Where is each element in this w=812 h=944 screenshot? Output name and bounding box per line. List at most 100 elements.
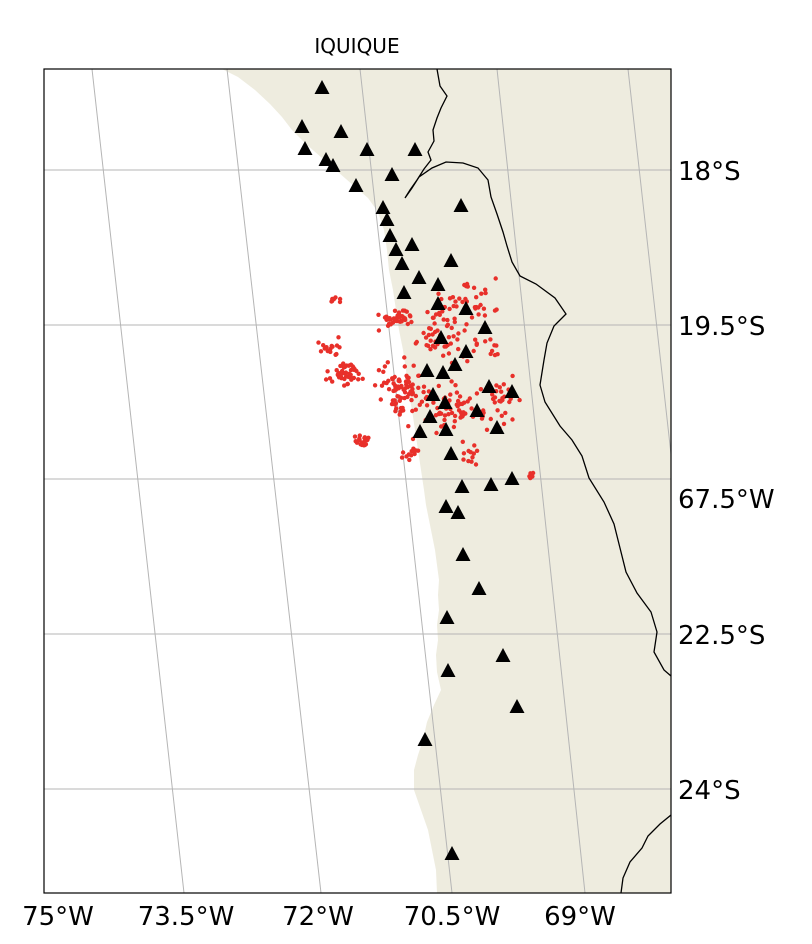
seismic-event-dot	[405, 394, 410, 400]
station-triangle-marker	[394, 256, 410, 270]
seismic-event-dot	[402, 355, 407, 360]
seismic-event-dot	[413, 341, 418, 346]
station-triangle-marker	[425, 387, 441, 401]
seismic-event-dot	[378, 397, 383, 402]
seismic-event-dot	[424, 403, 430, 408]
seismic-event-dot	[444, 323, 450, 329]
seismic-event-dot	[446, 351, 452, 356]
seismic-event-dot	[428, 338, 433, 343]
graticule-lon-67-5w	[627, 69, 671, 459]
station-triangle-marker	[294, 119, 310, 133]
seismic-event-dot	[405, 321, 410, 327]
seismic-event-dot	[465, 399, 470, 404]
seismic-event-dot	[384, 380, 389, 386]
seismic-event-dot	[464, 284, 469, 289]
seismic-event-dot	[495, 408, 500, 413]
seismic-event-dot	[501, 421, 507, 427]
seismic-event-dot	[346, 363, 351, 368]
station-triangle-marker	[435, 365, 451, 379]
lat-label-22-5s: 22.5°S	[678, 621, 765, 651]
seismic-event-dot	[358, 442, 363, 447]
seismic-event-dot	[352, 434, 358, 439]
lat-label-67-5w: 67.5°W	[678, 485, 775, 515]
seismic-event-dot	[362, 442, 368, 448]
station-triangle-marker	[453, 198, 469, 212]
seismic-event-dot	[417, 402, 422, 407]
seismic-event-dot	[399, 455, 405, 460]
seismic-event-dot	[409, 449, 414, 454]
station-triangle-marker	[454, 479, 470, 493]
seismic-event-dot	[481, 408, 486, 413]
seismic-event-dot	[456, 331, 461, 336]
seismic-event-dot	[501, 382, 506, 387]
station-triangle-marker	[430, 277, 446, 291]
seismic-event-dot	[530, 470, 536, 476]
seismic-event-dot	[397, 398, 402, 403]
seismic-event-dot	[462, 328, 467, 333]
seismic-event-dot	[445, 317, 450, 323]
seismic-event-dot	[452, 413, 458, 419]
seismic-event-dot	[412, 448, 418, 453]
seismic-event-dot	[457, 296, 462, 301]
seismic-event-dot	[382, 315, 388, 320]
seismic-event-dot	[333, 295, 338, 300]
seismic-event-dot	[413, 393, 419, 399]
seismic-event-dot	[449, 410, 455, 416]
station-triangle-marker	[495, 648, 511, 662]
seismic-event-dot	[432, 345, 438, 350]
seismic-event-dot	[473, 337, 478, 342]
seismic-event-dot	[473, 462, 479, 467]
seismic-event-dot	[397, 412, 402, 417]
seismic-event-dot	[327, 376, 333, 381]
seismic-event-dot	[365, 437, 370, 443]
seismic-event-dot	[393, 409, 398, 414]
seismic-event-dot	[318, 349, 324, 354]
seismic-event-dot	[530, 474, 535, 479]
seismic-event-dot	[401, 315, 406, 320]
map-title: IQUIQUE	[314, 34, 399, 58]
land-mass	[222, 69, 671, 893]
seismic-event-dot	[395, 394, 400, 399]
seismic-event-dot	[421, 384, 427, 389]
seismic-event-dot	[399, 319, 404, 324]
seismic-event-dot	[451, 334, 456, 339]
seismic-event-dot	[466, 458, 471, 464]
seismic-event-dot	[446, 412, 451, 417]
seismic-event-dot	[466, 448, 471, 454]
seismic-event-dot	[402, 390, 408, 395]
seismic-event-dot	[492, 343, 497, 348]
seismic-event-dot	[338, 363, 343, 369]
seismic-event-dot	[404, 382, 409, 387]
map-area[interactable]	[44, 69, 720, 893]
station-triangle-marker	[444, 846, 460, 860]
seismic-event-dot	[497, 385, 502, 390]
seismic-event-dot	[490, 392, 495, 397]
seismic-event-dot	[479, 291, 484, 296]
seismic-event-dot	[476, 312, 481, 317]
seismic-event-dot	[427, 326, 432, 331]
graticule-lon-69w	[496, 69, 586, 893]
seismic-event-dot	[436, 291, 441, 296]
station-triangle-marker	[489, 420, 505, 434]
seismic-event-dot	[452, 319, 457, 325]
station-triangle-marker	[440, 663, 456, 677]
seismic-event-dot	[334, 343, 340, 348]
seismic-event-dot	[356, 377, 361, 382]
seismic-event-dot	[453, 299, 458, 304]
station-triangle-marker	[417, 732, 433, 746]
seismic-event-dot	[338, 374, 344, 379]
seismic-event-dot	[392, 308, 398, 313]
seismic-event-dot	[357, 437, 362, 443]
seismic-event-dot	[474, 304, 479, 310]
seismic-event-dot	[439, 424, 444, 429]
seismic-event-dot	[432, 321, 437, 326]
seismic-event-dot	[483, 290, 488, 296]
seismic-event-dot	[396, 378, 401, 383]
seismic-event-dot	[402, 308, 407, 313]
lat-label-19-5s: 19.5°S	[678, 312, 765, 342]
seismic-event-dot	[517, 397, 522, 403]
seismic-event-dot	[492, 395, 498, 400]
seismic-event-dot	[413, 407, 418, 412]
station-triangle-marker	[411, 270, 427, 284]
station-triangle-marker	[438, 499, 454, 513]
